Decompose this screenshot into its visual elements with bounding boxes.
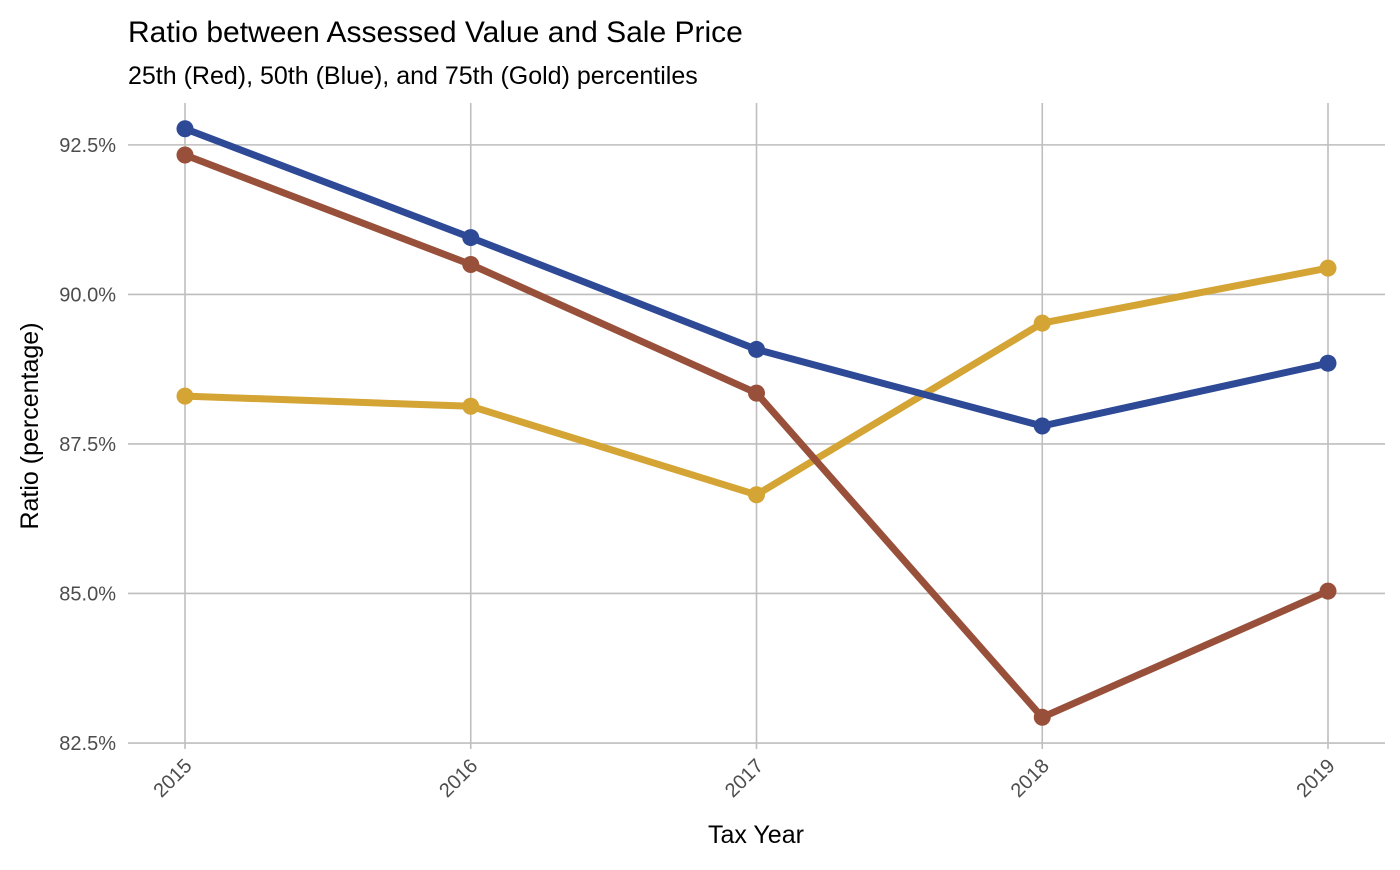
x-tick-label: 2017 xyxy=(721,755,768,802)
chart-title: Ratio between Assessed Value and Sale Pr… xyxy=(128,16,743,49)
data-point xyxy=(176,146,194,164)
data-point xyxy=(1033,314,1051,332)
data-point xyxy=(1319,259,1337,277)
y-tick-label: 90.0% xyxy=(59,284,116,306)
grid xyxy=(128,103,1385,749)
data-point xyxy=(748,486,765,504)
data-point xyxy=(176,387,194,405)
data-point xyxy=(1319,354,1337,372)
chart-subtitle: 25th (Red), 50th (Blue), and 75th (Gold)… xyxy=(128,62,698,90)
data-point xyxy=(1033,708,1051,726)
y-tick-label: 87.5% xyxy=(59,434,116,456)
data-point xyxy=(176,120,194,138)
data-point xyxy=(1319,582,1337,600)
data-point xyxy=(462,397,480,415)
data-points xyxy=(176,120,1337,726)
data-point xyxy=(748,384,765,402)
y-tick-label: 92.5% xyxy=(59,135,116,157)
x-tick-label: 2019 xyxy=(1293,755,1340,802)
data-point xyxy=(1033,417,1051,435)
data-point xyxy=(748,340,765,358)
y-axis-title: Ratio (percentage) xyxy=(16,322,44,529)
x-tick-label: 2018 xyxy=(1007,755,1054,802)
x-axis-title: Tax Year xyxy=(708,821,804,849)
y-tick-label: 85.0% xyxy=(59,583,116,605)
x-tick-label: 2015 xyxy=(150,755,197,802)
data-point xyxy=(462,256,480,273)
x-tick-label: 2016 xyxy=(435,755,482,802)
y-tick-label: 82.5% xyxy=(59,733,116,755)
data-point xyxy=(462,229,480,247)
axis-ticks: 82.5% 85.0% 87.5% 90.0% 92.5% 2015 2016 2017 201… xyxy=(59,135,1339,802)
